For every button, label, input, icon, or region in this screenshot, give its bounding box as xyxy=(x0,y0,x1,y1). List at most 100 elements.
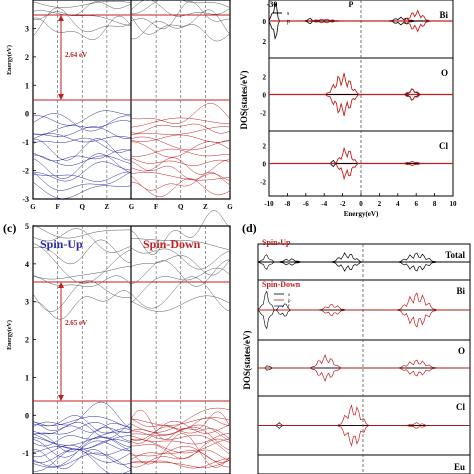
band-line xyxy=(32,431,132,446)
y-tick-label: 0 xyxy=(25,110,29,119)
band-line xyxy=(131,433,231,468)
band-line xyxy=(131,148,230,157)
band-line xyxy=(32,181,132,199)
dos-subpanel-name: Bi xyxy=(456,286,465,296)
band-line xyxy=(131,267,231,303)
dos-curve xyxy=(257,254,470,263)
band-line xyxy=(32,7,132,37)
band-line xyxy=(131,433,231,445)
dos-curve xyxy=(258,425,470,447)
kpoint-label: F xyxy=(154,203,158,211)
dos-x-tick-label: 6 xyxy=(414,200,418,208)
band-line xyxy=(131,172,231,181)
legend-d-s-label: s xyxy=(288,293,290,298)
band-line xyxy=(131,0,231,15)
band-line xyxy=(131,430,231,455)
band-line xyxy=(131,157,231,175)
band-line xyxy=(131,117,231,128)
band-line xyxy=(32,290,132,320)
band-line xyxy=(32,133,132,143)
dos-curve xyxy=(258,354,470,369)
dos-x-tick-label: -4 xyxy=(321,200,327,208)
panel-c-label: (c) xyxy=(3,221,16,235)
dos-y-tick-label: -2 xyxy=(260,110,266,118)
dos-x-tick-label: 2 xyxy=(378,200,382,208)
panel-d-spin-down-label: Spin-Down xyxy=(262,280,301,289)
band-line xyxy=(131,171,231,191)
band-line xyxy=(131,126,231,135)
band-line xyxy=(33,154,132,166)
band-line xyxy=(131,438,231,459)
y-tick-label: 1 xyxy=(25,373,29,382)
panel-b-gap-arrow-head-up xyxy=(58,15,64,21)
panel-c-kpoint-lines xyxy=(57,226,206,474)
band-line xyxy=(131,458,231,469)
panel-b-y-ticks: -3 -2 -1 0 1 2 3 xyxy=(22,24,36,204)
band-line xyxy=(131,247,231,270)
dos-x-tick-label: -2 xyxy=(340,200,346,208)
panel-b-dos: -30 P Bi 0 2 O 2 0 -2 Cl 2 0 -2 s p -10 -8 -6 -4 -2 0 2 4… xyxy=(239,0,457,218)
dos-y-tick-label: 0 xyxy=(263,92,267,100)
panel-d-dos: (d) Total Bi O Cl Eu Spin-Up Spin-Down s p f… xyxy=(242,221,471,474)
band-line xyxy=(32,449,132,470)
band-line xyxy=(131,420,231,444)
panel-b-dos-top-tick: -30 xyxy=(267,0,278,9)
band-line xyxy=(131,9,231,35)
dos-subpanel-name: O xyxy=(458,346,465,356)
kpoint-label: G xyxy=(30,203,36,211)
panel-d-spin-up-label: Spin-Up xyxy=(262,238,291,247)
y-tick-label: 0 xyxy=(25,411,29,420)
dos-x-tick-label: -6 xyxy=(303,200,309,208)
band-line xyxy=(32,427,132,453)
band-line xyxy=(131,103,231,124)
panel-b-gap-arrow-head-down xyxy=(58,94,64,100)
panel-b-kpoint-lines xyxy=(57,0,206,199)
band-line xyxy=(131,20,231,42)
band-line xyxy=(32,439,132,458)
y-tick-label: 3 xyxy=(25,24,29,33)
y-tick-label: 3 xyxy=(25,298,29,307)
dos-curve xyxy=(258,404,470,426)
panel-b-dos-x-axis-title: Energy(eV) xyxy=(344,210,379,218)
panel-b-bands: 2.64 eV -3 -2 -1 0 1 2 3 G F Q Z G F Q Z G Energy(eV) xyxy=(6,0,233,211)
band-line xyxy=(131,158,231,166)
dos-curve xyxy=(258,252,470,263)
dos-curve xyxy=(269,163,453,181)
band-line xyxy=(131,178,231,197)
panel-c-y-axis-title: Energy(eV) xyxy=(6,320,13,350)
y-tick-label: -1 xyxy=(22,449,29,458)
band-line xyxy=(131,255,231,276)
band-line xyxy=(32,422,132,439)
legend-p-label: p xyxy=(287,19,290,25)
band-line xyxy=(131,417,231,426)
panel-b-y-axis-title: Energy(eV) xyxy=(6,45,13,75)
band-line xyxy=(131,141,231,158)
y-tick-label: 4 xyxy=(25,260,29,269)
band-line xyxy=(32,113,132,132)
dos-subpanel-name: Eu xyxy=(454,462,465,472)
dos-curve xyxy=(258,261,470,272)
dos-subpanel-name: Bi xyxy=(439,10,448,20)
band-line xyxy=(32,401,132,431)
dos-y-tick-label: 0 xyxy=(263,161,267,169)
band-line xyxy=(32,137,132,153)
y-tick-label: -1 xyxy=(22,138,29,147)
kpoint-label: G xyxy=(227,203,233,211)
dos-subpanel-name: Total xyxy=(445,250,465,260)
band-line xyxy=(131,1,231,30)
band-line xyxy=(32,452,132,470)
band-line xyxy=(131,295,231,312)
panel-d-y-axis-title: DOS(states/eV) xyxy=(242,331,252,390)
band-line xyxy=(32,415,132,434)
band-line xyxy=(131,409,231,440)
band-line xyxy=(32,1,132,8)
y-tick-label: 1 xyxy=(25,81,29,90)
panel-c-gap-arrow-head-down xyxy=(58,395,64,401)
dos-curve xyxy=(269,94,453,117)
dos-x-tick-label: 0 xyxy=(359,200,363,208)
dos-curve xyxy=(257,309,470,330)
y-tick-label: -2 xyxy=(22,167,29,176)
panel-b-dos-subpanels: Bi 0 2 O 2 0 -2 Cl 2 0 -2 xyxy=(260,0,454,197)
